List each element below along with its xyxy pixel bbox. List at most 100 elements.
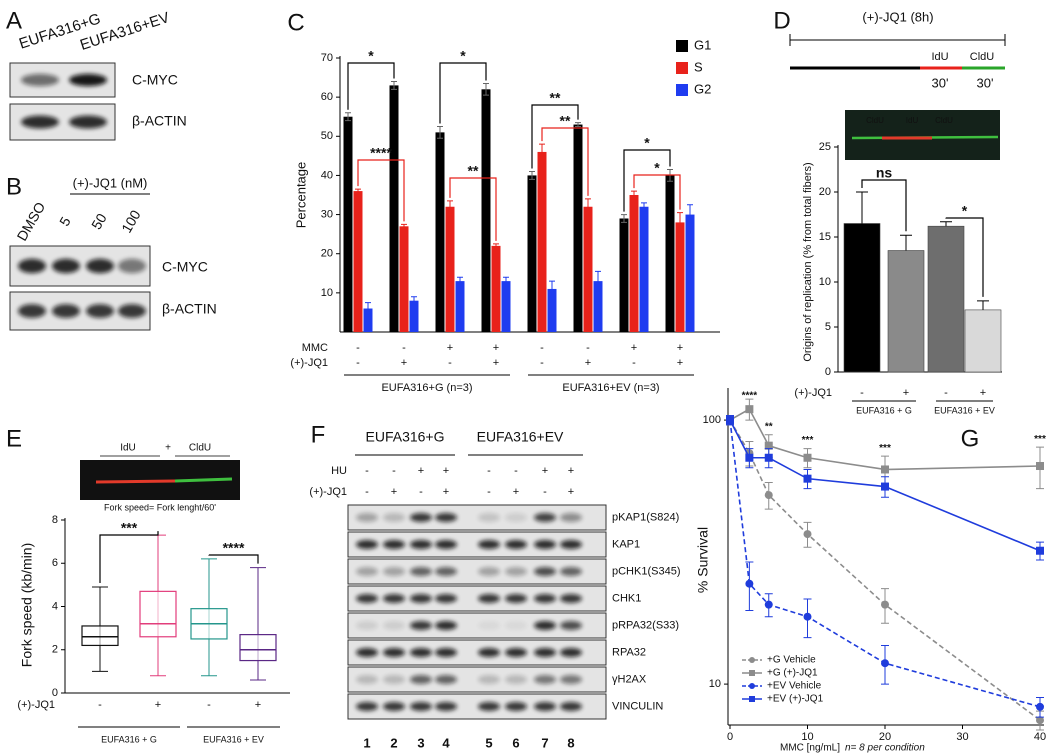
condition-level: - bbox=[540, 357, 544, 369]
blot-band bbox=[410, 648, 432, 657]
box bbox=[81, 625, 119, 647]
blot-band bbox=[18, 304, 46, 318]
condition-level: + bbox=[568, 465, 574, 477]
lane-number: 5 bbox=[485, 735, 492, 750]
bar bbox=[409, 300, 419, 332]
timeline-duration: 30' bbox=[932, 75, 949, 90]
blot-band bbox=[534, 567, 556, 576]
significance-label: *** bbox=[802, 435, 814, 446]
condition-level: - bbox=[207, 699, 211, 711]
x-tick-label: 10 bbox=[801, 731, 813, 743]
fiber-label: CldU bbox=[935, 116, 953, 125]
y-tick-label: 10 bbox=[709, 678, 721, 690]
fiber-label: CldU bbox=[866, 116, 884, 125]
significance-label: * bbox=[962, 203, 968, 219]
y-axis-label: Fork speed (kb/min) bbox=[19, 543, 35, 667]
condition-level: + bbox=[255, 699, 261, 711]
blot-band bbox=[560, 648, 582, 657]
group-label: EUFA316 + G bbox=[856, 405, 912, 415]
marker bbox=[881, 465, 889, 474]
bar bbox=[363, 308, 373, 332]
row-label: β-ACTIN bbox=[132, 113, 187, 129]
error-bar bbox=[539, 143, 545, 161]
error-bar bbox=[345, 112, 351, 122]
blot-band bbox=[86, 258, 114, 274]
condition-level: - bbox=[632, 357, 636, 369]
significance-bracket bbox=[449, 177, 497, 241]
x-tick-label: 0 bbox=[727, 731, 733, 743]
significance-label: **** bbox=[370, 145, 392, 161]
condition-level: + bbox=[155, 699, 161, 711]
panel-label: D bbox=[773, 7, 790, 34]
fiber-label: IdU bbox=[120, 443, 136, 454]
row-label: VINCULIN bbox=[612, 700, 663, 712]
blot-band bbox=[356, 702, 378, 711]
y-axis-label: Origins of replication (% from total fib… bbox=[802, 162, 814, 361]
y-tick-label: 4 bbox=[52, 600, 58, 612]
blot-band bbox=[534, 702, 556, 711]
bar bbox=[685, 214, 695, 332]
legend-marker bbox=[749, 683, 755, 689]
x-tick-label: 20 bbox=[879, 731, 891, 743]
legend-label: S bbox=[694, 59, 703, 74]
blot-band bbox=[478, 594, 500, 603]
row-label: γH2AX bbox=[612, 673, 647, 685]
blot-band bbox=[52, 304, 80, 318]
condition-level: - bbox=[487, 465, 491, 477]
blot-band bbox=[356, 567, 378, 576]
error-bar bbox=[549, 280, 555, 298]
blot-band bbox=[383, 513, 405, 522]
bar bbox=[665, 175, 675, 332]
group-label: EUFA316 + EV bbox=[203, 734, 264, 744]
condition-label: MMC bbox=[302, 342, 328, 354]
bar bbox=[537, 151, 547, 332]
blot-band bbox=[383, 675, 405, 684]
blot-band bbox=[505, 513, 527, 522]
error-bar bbox=[621, 214, 627, 223]
blot-band bbox=[356, 594, 378, 603]
row-label: pCHK1(S345) bbox=[612, 565, 680, 577]
marker bbox=[764, 491, 773, 500]
condition-level: - bbox=[402, 342, 406, 354]
lane-number: 4 bbox=[442, 735, 450, 750]
blot-band bbox=[505, 567, 527, 576]
significance-bracket bbox=[945, 217, 984, 297]
lane-number: 1 bbox=[363, 735, 370, 750]
significance-label: **** bbox=[223, 540, 245, 556]
error-bar bbox=[856, 191, 868, 224]
blot-band bbox=[435, 621, 457, 630]
significance-bracket bbox=[208, 554, 259, 564]
legend-swatch bbox=[676, 40, 688, 52]
group-label: EUFA316+EV (n=3) bbox=[562, 382, 659, 394]
blot-band bbox=[69, 115, 107, 129]
blot-band bbox=[560, 675, 582, 684]
marker bbox=[764, 453, 773, 462]
lane-label: DMSO bbox=[13, 199, 48, 243]
condition-level: - bbox=[392, 465, 396, 477]
fiber-label: + bbox=[165, 443, 171, 454]
blot-band bbox=[560, 540, 582, 549]
condition-level: - bbox=[487, 486, 491, 498]
significance-label: *** bbox=[121, 520, 138, 536]
blot-band bbox=[435, 594, 457, 603]
significance-bracket bbox=[439, 62, 487, 124]
legend-swatch bbox=[676, 84, 688, 96]
error-bar bbox=[411, 296, 417, 306]
legend-label: +EV Vehicle bbox=[767, 681, 822, 692]
blot-band bbox=[52, 258, 80, 274]
error-bar bbox=[677, 212, 683, 233]
condition-label: HU bbox=[331, 465, 347, 477]
significance-label: * bbox=[644, 135, 650, 151]
blot-band bbox=[560, 702, 582, 711]
blot-band bbox=[534, 621, 556, 630]
error-bar bbox=[940, 221, 952, 227]
bar bbox=[639, 206, 649, 332]
lane-number: 6 bbox=[512, 735, 519, 750]
error-bar bbox=[391, 80, 397, 90]
condition-level: + bbox=[401, 357, 407, 369]
blot-band bbox=[560, 621, 582, 630]
marker bbox=[881, 600, 889, 609]
marker bbox=[1036, 546, 1044, 555]
row-label: β-ACTIN bbox=[162, 301, 217, 317]
bar bbox=[481, 89, 491, 332]
